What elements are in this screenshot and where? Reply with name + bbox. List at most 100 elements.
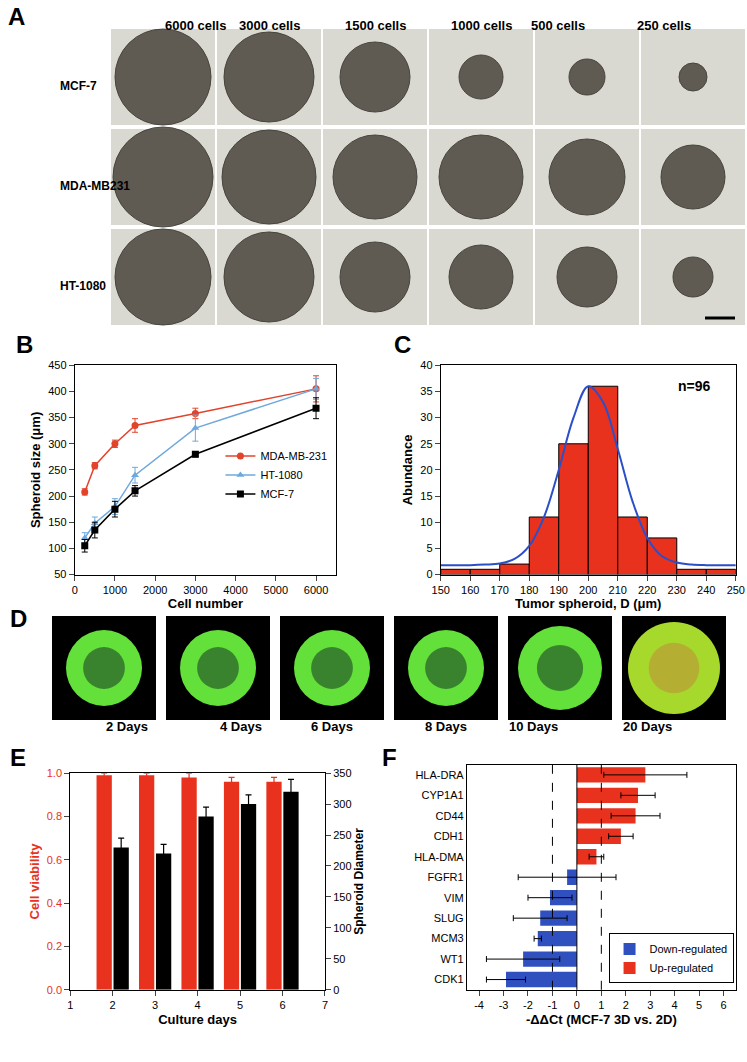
svg-text:2 Days: 2 Days [106, 719, 148, 734]
svg-text:170: 170 [491, 584, 509, 596]
svg-text:150: 150 [333, 891, 351, 903]
svg-text:0: 0 [426, 568, 432, 580]
svg-text:100: 100 [48, 542, 66, 554]
svg-text:Abundance: Abundance [400, 435, 415, 506]
svg-text:SLUG: SLUG [434, 912, 464, 924]
svg-text:50: 50 [333, 953, 345, 965]
svg-text:HLA-DMA: HLA-DMA [414, 851, 464, 863]
svg-text:6000 cells: 6000 cells [165, 18, 226, 33]
svg-text:-3: -3 [499, 999, 509, 1011]
svg-text:0.6: 0.6 [47, 854, 62, 866]
svg-text:230: 230 [668, 584, 686, 596]
svg-text:30: 30 [420, 411, 432, 423]
svg-text:MCF-7: MCF-7 [60, 79, 97, 93]
svg-text:-1: -1 [548, 999, 558, 1011]
svg-text:Spheroid size (μm): Spheroid size (μm) [28, 412, 43, 528]
svg-text:3000: 3000 [183, 584, 207, 596]
svg-text:250: 250 [48, 464, 66, 476]
svg-text:1000 cells: 1000 cells [451, 18, 512, 33]
svg-text:400: 400 [48, 385, 66, 397]
svg-text:HT-1080: HT-1080 [60, 279, 106, 293]
svg-text:Spheroid Diameter: Spheroid Diameter [352, 828, 366, 935]
svg-text:0.4: 0.4 [47, 897, 62, 909]
svg-text:1: 1 [67, 999, 73, 1011]
svg-text:3000 cells: 3000 cells [239, 18, 300, 33]
svg-text:300: 300 [333, 798, 351, 810]
svg-text:CDK1: CDK1 [434, 973, 463, 985]
svg-text:20: 20 [420, 464, 432, 476]
svg-text:2000: 2000 [143, 584, 167, 596]
svg-text:F: F [382, 744, 397, 771]
svg-text:CD44: CD44 [436, 810, 464, 822]
svg-text:2: 2 [110, 999, 116, 1011]
svg-text:WT1: WT1 [440, 953, 463, 965]
svg-text:250: 250 [727, 584, 745, 596]
svg-text:6 Days: 6 Days [311, 719, 353, 734]
svg-text:C: C [394, 331, 411, 358]
svg-text:5: 5 [696, 999, 702, 1011]
svg-text:7: 7 [322, 999, 328, 1011]
svg-text:250: 250 [333, 829, 351, 841]
svg-text:150: 150 [48, 516, 66, 528]
svg-text:1.0: 1.0 [47, 767, 62, 779]
svg-text:-4: -4 [474, 999, 484, 1011]
svg-text:MDA-MB231: MDA-MB231 [60, 179, 130, 193]
svg-text:6: 6 [279, 999, 285, 1011]
svg-text:10 Days: 10 Days [509, 719, 558, 734]
svg-text:4: 4 [672, 999, 678, 1011]
svg-text:MCF-7: MCF-7 [260, 488, 294, 500]
svg-text:300: 300 [48, 438, 66, 450]
svg-text:3: 3 [152, 999, 158, 1011]
svg-text:E: E [10, 744, 26, 771]
svg-text:450: 450 [48, 359, 66, 371]
svg-text:350: 350 [48, 411, 66, 423]
svg-text:CYP1A1: CYP1A1 [421, 789, 463, 801]
svg-text:FGFR1: FGFR1 [428, 871, 464, 883]
svg-text:Cell viability: Cell viability [27, 843, 42, 920]
svg-text:MDA-MB-231: MDA-MB-231 [260, 450, 327, 462]
svg-text:Up-regulated: Up-regulated [650, 962, 714, 974]
svg-text:A: A [8, 3, 25, 30]
svg-text:HLA-DRA: HLA-DRA [415, 769, 464, 781]
svg-text:100: 100 [333, 922, 351, 934]
svg-text:Down-regulated: Down-regulated [650, 943, 728, 955]
svg-text:160: 160 [461, 584, 479, 596]
svg-text:5: 5 [237, 999, 243, 1011]
svg-text:350: 350 [333, 767, 351, 779]
svg-text:VIM: VIM [444, 892, 464, 904]
svg-text:MCM3: MCM3 [431, 932, 463, 944]
svg-text:20 Days: 20 Days [623, 719, 672, 734]
svg-text:10: 10 [420, 516, 432, 528]
svg-text:n=96: n=96 [678, 378, 711, 394]
svg-text:0: 0 [72, 584, 78, 596]
svg-text:4: 4 [195, 999, 201, 1011]
svg-text:200: 200 [579, 584, 597, 596]
svg-text:1000: 1000 [103, 584, 127, 596]
svg-text:250 cells: 250 cells [637, 18, 691, 33]
svg-text:200: 200 [333, 860, 351, 872]
svg-text:1500 cells: 1500 cells [345, 18, 406, 33]
svg-text:Cell number: Cell number [168, 596, 243, 611]
svg-text:Culture days: Culture days [158, 1012, 237, 1027]
svg-text:1: 1 [598, 999, 604, 1011]
svg-text:500 cells: 500 cells [531, 18, 585, 33]
svg-text:D: D [10, 605, 27, 632]
svg-text:0: 0 [574, 999, 580, 1011]
svg-text:25: 25 [420, 438, 432, 450]
svg-text:40: 40 [420, 359, 432, 371]
svg-text:0.8: 0.8 [47, 810, 62, 822]
svg-text:Tumor spheroid, D (μm): Tumor spheroid, D (μm) [515, 596, 661, 611]
svg-text:B: B [16, 331, 33, 358]
svg-text:240: 240 [697, 584, 715, 596]
svg-text:3: 3 [647, 999, 653, 1011]
svg-text:0.0: 0.0 [47, 984, 62, 996]
svg-text:6000: 6000 [304, 584, 328, 596]
svg-text:CDH1: CDH1 [434, 830, 464, 842]
svg-text:35: 35 [420, 385, 432, 397]
svg-text:8 Days: 8 Days [425, 719, 467, 734]
svg-text:180: 180 [520, 584, 538, 596]
svg-text:6: 6 [721, 999, 727, 1011]
svg-text:210: 210 [609, 584, 627, 596]
svg-text:0.2: 0.2 [47, 940, 62, 952]
svg-text:2: 2 [623, 999, 629, 1011]
